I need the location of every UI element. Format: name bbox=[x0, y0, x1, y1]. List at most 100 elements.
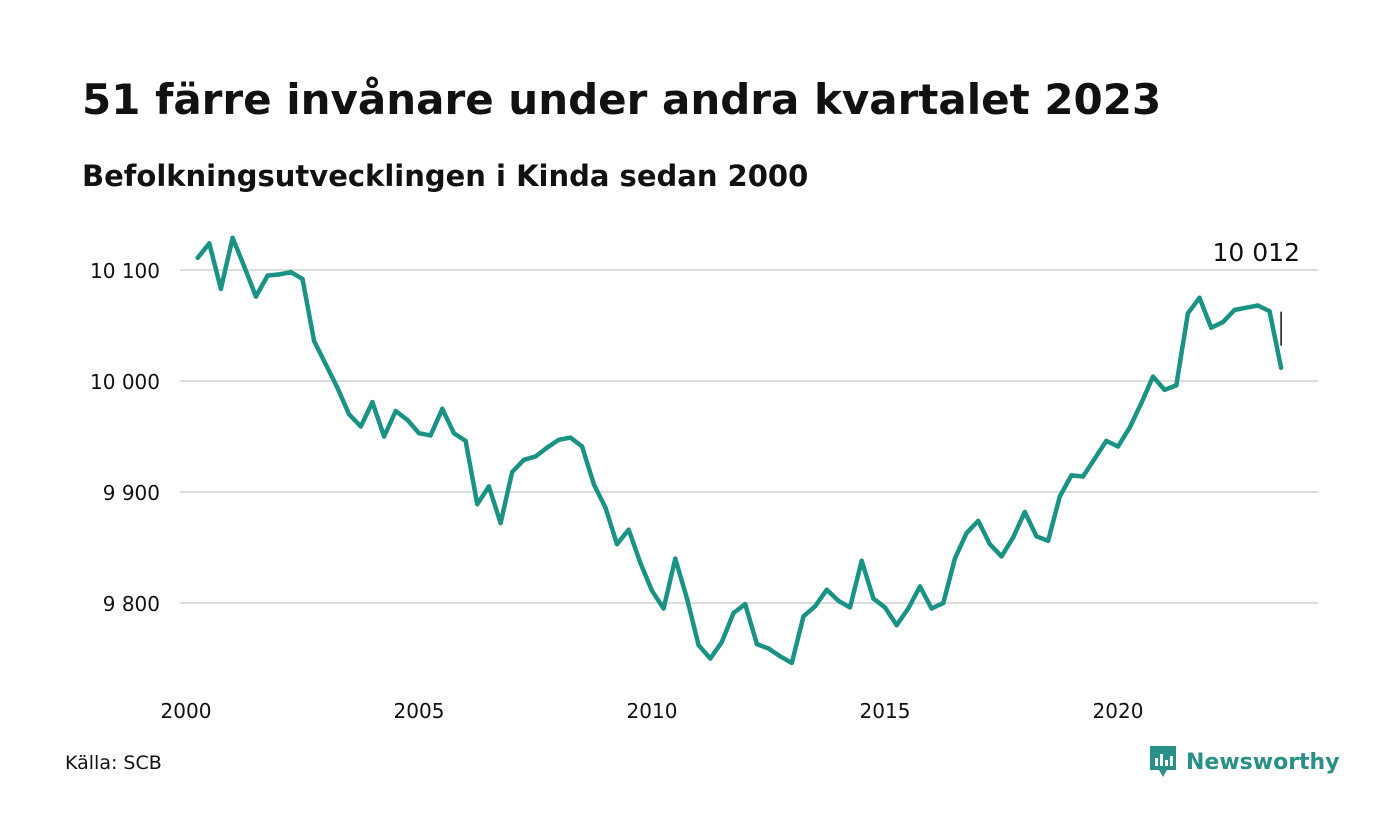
data-point bbox=[1034, 534, 1039, 539]
data-point bbox=[696, 643, 701, 648]
data-point bbox=[416, 431, 422, 436]
data-point bbox=[370, 399, 375, 405]
data-point bbox=[1174, 383, 1179, 388]
x-tick-label: 2015 bbox=[860, 699, 911, 723]
y-tick-label: 10 000 bbox=[90, 370, 160, 394]
gridlines bbox=[180, 269, 1318, 604]
data-point bbox=[801, 614, 806, 619]
chart-title: 51 färre invånare under andra kvartalet … bbox=[82, 75, 1162, 124]
x-tick-label: 2000 bbox=[161, 699, 212, 723]
data-point bbox=[381, 434, 387, 439]
data-point bbox=[906, 606, 911, 611]
data-point bbox=[847, 605, 853, 610]
data-point bbox=[941, 600, 946, 606]
data-point bbox=[253, 294, 259, 299]
data-point bbox=[1127, 425, 1132, 430]
brand: Newsworthy bbox=[1148, 742, 1340, 782]
data-point bbox=[824, 587, 829, 592]
data-point bbox=[207, 241, 212, 246]
data-point bbox=[649, 588, 655, 593]
data-point bbox=[358, 424, 363, 429]
source-note: Källa: SCB bbox=[65, 752, 162, 774]
data-point bbox=[311, 338, 317, 344]
data-point bbox=[498, 520, 503, 526]
data-point bbox=[323, 362, 328, 367]
data-point bbox=[1267, 308, 1272, 314]
brand-name: Newsworthy bbox=[1186, 749, 1340, 775]
data-point bbox=[999, 554, 1004, 559]
data-point bbox=[346, 412, 352, 417]
data-point bbox=[463, 438, 468, 444]
data-point bbox=[486, 484, 492, 489]
data-point bbox=[661, 606, 666, 611]
chart-subtitle: Befolkningsutvecklingen i Kinda sedan 20… bbox=[82, 159, 809, 193]
data-point bbox=[1244, 305, 1249, 310]
data-point bbox=[976, 518, 981, 524]
data-point bbox=[242, 264, 247, 269]
series-line bbox=[195, 235, 1284, 666]
data-point bbox=[1139, 401, 1144, 406]
data-point bbox=[789, 660, 794, 666]
data-point bbox=[836, 598, 841, 603]
data-point bbox=[812, 604, 818, 609]
data-point bbox=[754, 641, 760, 647]
data-point bbox=[614, 542, 620, 547]
y-tick-label: 10 100 bbox=[90, 259, 160, 283]
data-point bbox=[731, 610, 736, 616]
data-point bbox=[300, 276, 305, 282]
data-point bbox=[777, 654, 783, 659]
data-point bbox=[917, 584, 923, 589]
data-point bbox=[1010, 535, 1016, 540]
end-value-label: 10 012 bbox=[1213, 238, 1300, 267]
data-point bbox=[195, 255, 200, 260]
data-point bbox=[277, 272, 282, 277]
data-point bbox=[510, 469, 515, 475]
data-point bbox=[568, 435, 573, 440]
data-point bbox=[1150, 374, 1156, 379]
data-point bbox=[708, 656, 713, 661]
data-point bbox=[626, 527, 631, 532]
data-point bbox=[859, 558, 864, 563]
data-point bbox=[1057, 494, 1063, 499]
data-point bbox=[556, 437, 561, 442]
data-point bbox=[1278, 365, 1284, 370]
data-point bbox=[952, 556, 958, 561]
newsworthy-logo-icon bbox=[1150, 746, 1176, 777]
y-tick-label: 9 800 bbox=[103, 592, 160, 616]
x-axis-ticks: 2000 2005 2010 2015 2020 bbox=[161, 699, 1144, 723]
data-point bbox=[544, 445, 550, 450]
data-point bbox=[684, 596, 690, 601]
x-tick-label: 2005 bbox=[394, 699, 445, 723]
data-point bbox=[265, 273, 270, 278]
data-point bbox=[440, 406, 445, 411]
data-point bbox=[1220, 320, 1226, 325]
data-point bbox=[1104, 438, 1109, 444]
data-point bbox=[1185, 311, 1191, 316]
data-point bbox=[1092, 456, 1097, 461]
data-point bbox=[475, 502, 480, 507]
data-point bbox=[894, 623, 899, 628]
data-point bbox=[1197, 295, 1202, 300]
data-point bbox=[1045, 538, 1051, 543]
data-point bbox=[1232, 307, 1237, 313]
data-point bbox=[288, 270, 294, 275]
data-point bbox=[405, 417, 410, 423]
data-point bbox=[1255, 303, 1261, 308]
data-point bbox=[579, 444, 585, 449]
data-point bbox=[1022, 509, 1027, 515]
data-point bbox=[929, 606, 934, 611]
data-point bbox=[1069, 473, 1074, 478]
x-tick-label: 2010 bbox=[627, 699, 678, 723]
data-point bbox=[335, 385, 340, 390]
data-point bbox=[1209, 325, 1214, 330]
data-point bbox=[603, 505, 608, 510]
data-point bbox=[533, 454, 538, 459]
data-point bbox=[638, 560, 643, 566]
y-tick-label: 9 900 bbox=[103, 481, 160, 505]
data-point bbox=[1115, 444, 1121, 449]
data-point bbox=[987, 542, 993, 547]
data-point bbox=[230, 235, 235, 240]
data-point bbox=[1080, 474, 1086, 479]
data-point bbox=[673, 556, 678, 561]
